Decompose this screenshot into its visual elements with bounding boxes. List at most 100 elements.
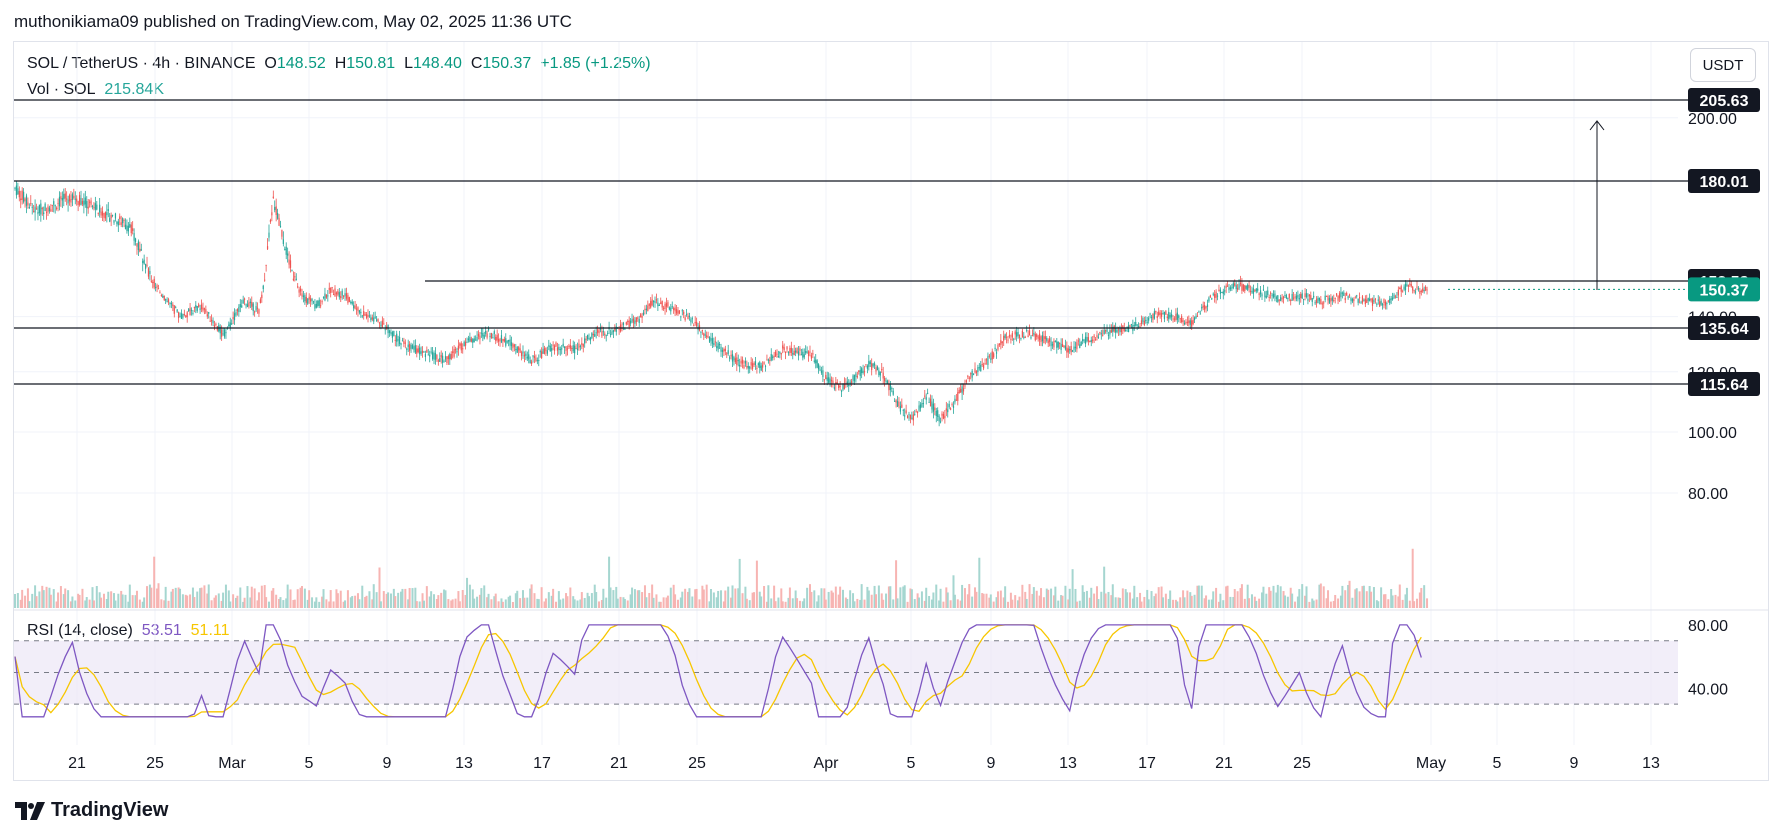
volume-bar [1197,585,1200,608]
tradingview-icon [15,801,45,820]
candle-body [1251,290,1253,293]
candle-body [410,344,412,349]
candle-body [246,304,249,308]
candle-body [815,359,817,364]
volume-bar [41,585,44,608]
volume-bar [956,599,959,608]
candle-body [551,348,553,351]
candle-body [89,201,91,203]
volume-bar [220,600,223,608]
candle-body [1053,340,1055,348]
candle-body [343,295,345,297]
candle-body [170,302,173,305]
candle-body [180,313,183,319]
candle-body [1410,284,1412,287]
volume-bar [1272,585,1275,608]
volume-bar [626,600,629,608]
candle-body [407,344,409,348]
candle-body [1313,295,1315,298]
volume-bar [995,597,998,608]
volume-bar [1368,586,1371,608]
volume-bar [1061,595,1064,608]
candle-body [970,373,972,375]
candle-body [734,358,736,363]
candle-body [591,332,593,339]
volume-bar [1045,588,1048,608]
candle-body [64,193,66,199]
tradingview-logo[interactable]: TradingView [15,799,168,822]
candle-body [774,351,777,357]
rsi-tick-label: 80.00 [1688,618,1728,635]
currency-button[interactable]: USDT [1690,48,1756,82]
volume-bar [450,600,453,608]
level-tag [1688,169,1760,193]
volume-bar [839,586,842,608]
candle-body [1024,336,1026,338]
volume-bar [648,592,651,608]
candle-body [958,390,960,394]
candle-body [169,303,171,305]
candle-body [1089,340,1091,342]
candle-body [846,381,848,385]
high-value: 150.81 [346,55,396,72]
candle-body [938,416,940,422]
candle-body [637,317,639,319]
candle-body [244,298,246,300]
volume-bar [708,601,711,608]
horizontal-levels[interactable] [14,99,1688,385]
volume-bar [867,590,870,608]
candle-body [312,301,315,303]
candle-body [1049,338,1051,342]
volume-bar [392,588,395,608]
time-tick-label: 25 [146,755,164,772]
change-value: +1.85 (+1.25%) [540,55,651,72]
rsi-label[interactable]: RSI (14, close) [27,622,133,639]
volume-bar [1219,593,1222,608]
candle-body [685,314,688,316]
candle-body [1094,339,1097,341]
candle-body [1422,288,1424,292]
candle-body [15,185,18,196]
candle-body [403,341,405,344]
volume-bar [1139,592,1142,608]
volume-bar [1114,597,1117,608]
candle-body [47,206,49,212]
candle-body [1325,295,1328,297]
candle-body [1249,290,1252,292]
volume-bar [1064,585,1067,608]
volume-bar [444,590,447,608]
volume-bar [270,590,273,608]
candle-body [1417,288,1420,290]
candle-body [1275,297,1277,299]
candle-body [332,294,335,296]
candle-body [232,317,234,320]
volume-bar [1203,598,1206,608]
volume-bar [1394,594,1397,608]
volume-bar [28,601,31,608]
candle-body [784,351,787,354]
symbol-name[interactable]: SOL / TetherUS · 4h · BINANCE [27,55,256,72]
volume-label[interactable]: Vol · SOL [27,81,96,98]
volume-bar [1232,596,1235,608]
level-tag-text: 205.63 [1700,93,1749,110]
candle-body [1336,293,1338,296]
volume-bar [1339,595,1342,608]
candle-body [213,325,216,328]
candle-body [648,303,650,306]
candle-body [307,298,309,304]
candle-body [259,299,261,303]
candle-body [503,338,505,342]
volume-bar [35,596,38,608]
candle-body [840,390,843,392]
volume-bar [114,600,117,608]
candle-body [417,348,419,353]
candle-body [822,370,824,378]
volume-bar [1283,595,1286,608]
candle-body [1036,334,1038,337]
volume-bar [1380,587,1383,608]
volume-bar [62,594,65,608]
volume-bar [753,592,756,608]
candle-body [859,369,861,377]
price-tick-label: 200.00 [1688,111,1737,128]
